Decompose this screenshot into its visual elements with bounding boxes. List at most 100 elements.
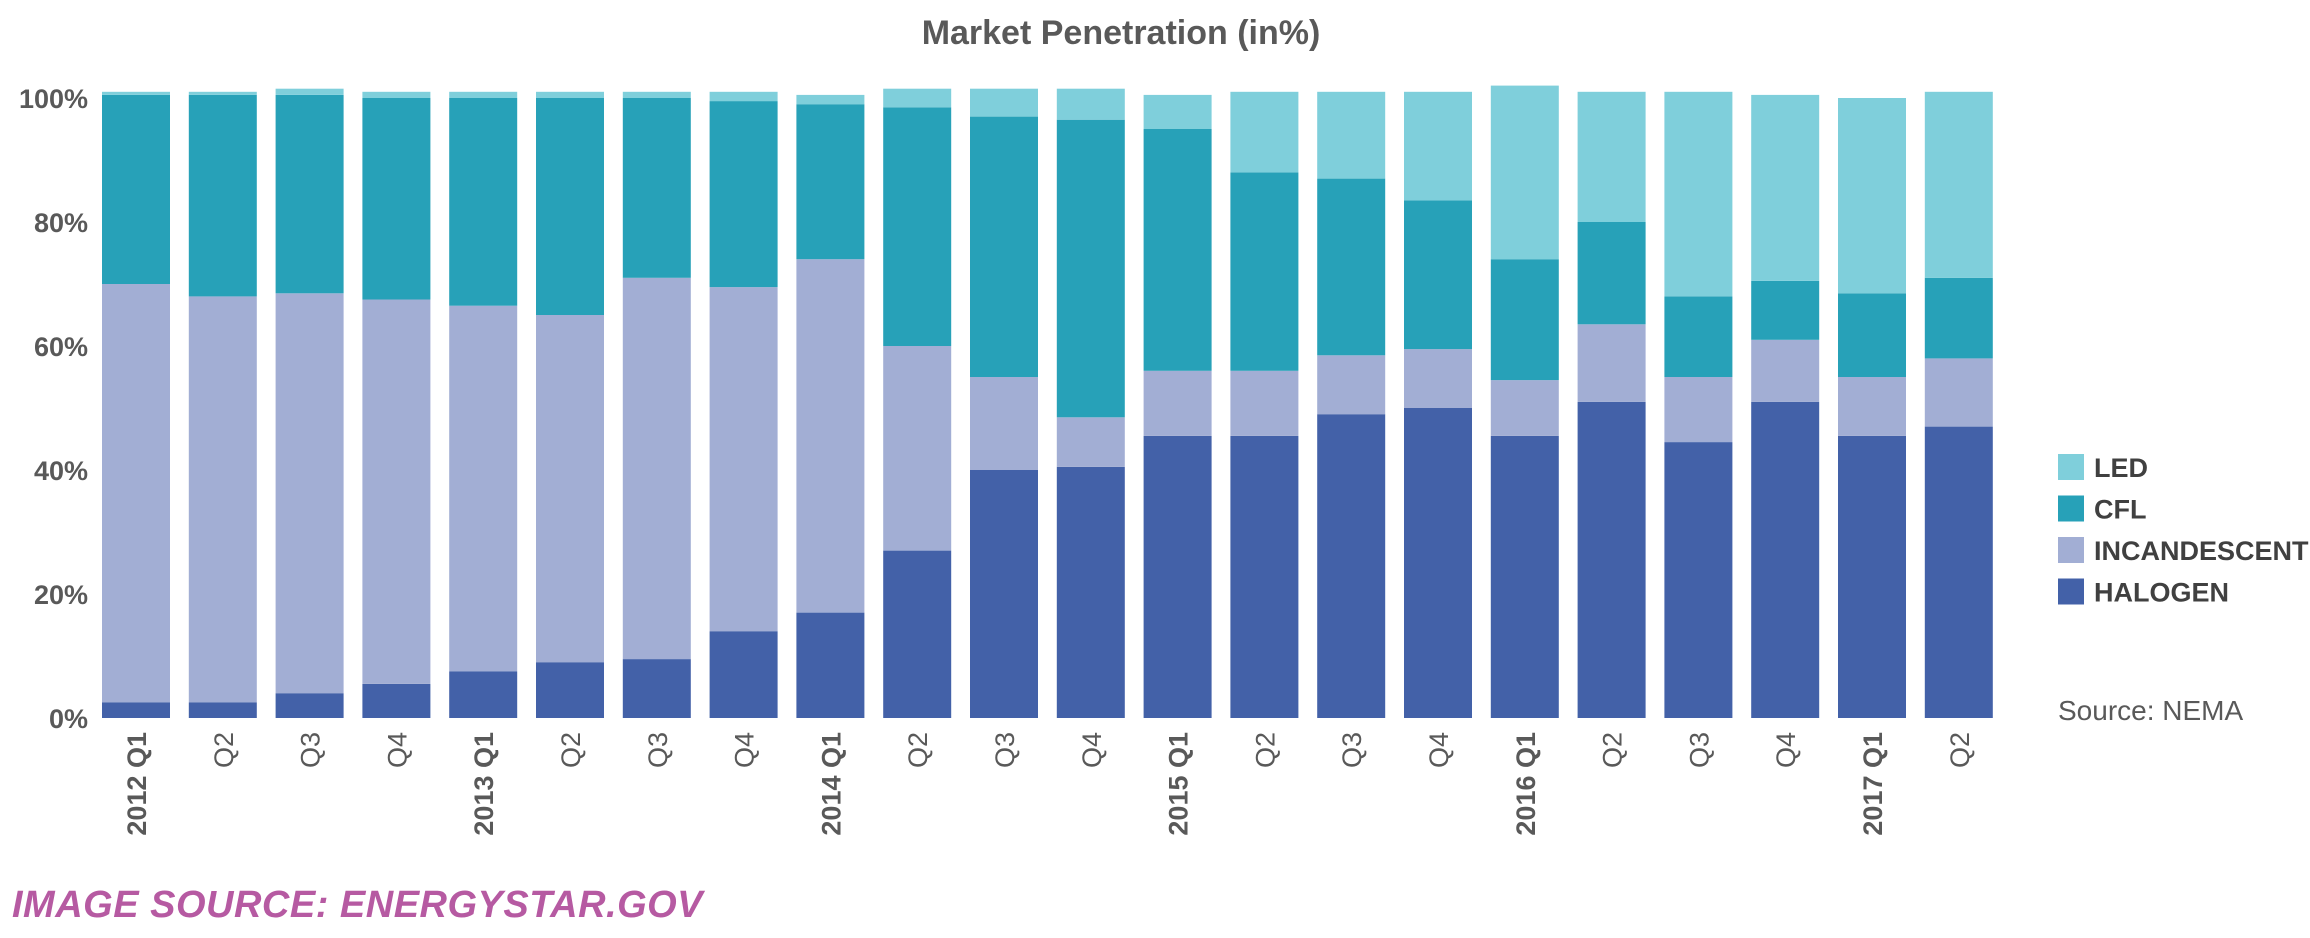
bar-segment-led: [536, 91, 604, 98]
bar-segment-led: [1490, 85, 1559, 260]
bar-segment-halogen: [796, 612, 865, 718]
x-tick-label: 2012 Q1: [122, 732, 152, 836]
bar-segment-cfl: [1317, 178, 1386, 356]
x-axis: 2012 Q1 Q2 Q3 Q4 2013 Q1 Q2 Q3 Q4 2014 Q1 Q2 Q3 Q4 2…: [122, 732, 1975, 836]
y-tick-label: 20%: [34, 580, 88, 610]
bar-segment-cfl: [1924, 277, 1993, 359]
x-tick-label: Q2: [556, 732, 586, 768]
x-tick-label: Q2: [1250, 732, 1280, 768]
y-tick-label: 100%: [19, 84, 88, 114]
bar-segment-halogen: [1230, 435, 1299, 718]
bar-segment-halogen: [188, 702, 257, 718]
legend-label-led: LED: [2094, 453, 2148, 483]
bar-segment-cfl: [1751, 280, 1820, 340]
x-tick-label: 2015 Q1: [1164, 732, 1194, 836]
x-tick-label: Q3: [990, 732, 1020, 768]
bar-segment-incandescent: [1490, 380, 1559, 436]
x-tick-label: 2013 Q1: [469, 732, 499, 836]
bar-segment-led: [709, 91, 778, 102]
bar-segment-led: [622, 91, 691, 98]
bar-segment-cfl: [1664, 296, 1733, 377]
x-tick-label: Q4: [730, 732, 760, 768]
bar-segment-halogen: [883, 550, 952, 718]
x-tick-label: Q4: [1077, 732, 1107, 768]
bar-segment-led: [1317, 91, 1386, 179]
bar-segment-led: [883, 88, 952, 108]
bar-segment-halogen: [275, 693, 344, 718]
bar-segment-led: [1924, 91, 1993, 278]
bar-segment-cfl: [536, 98, 604, 315]
legend-swatch-cfl: [2058, 495, 2084, 522]
bar-segment-cfl: [362, 98, 431, 300]
legend-label-cfl: CFL: [2094, 495, 2146, 525]
x-tick-label: Q4: [1424, 732, 1454, 768]
bar-segment-incandescent: [102, 284, 170, 703]
x-tick-label: Q2: [209, 732, 239, 768]
bar-segment-halogen: [1577, 401, 1646, 718]
bar-segment-halogen: [362, 683, 431, 718]
bar-segment-cfl: [1056, 119, 1125, 418]
bar-segment-led: [1838, 98, 1906, 294]
bar-segment-incandescent: [1577, 324, 1646, 402]
bar-segment-cfl: [1230, 172, 1299, 371]
x-tick-label: Q2: [1945, 732, 1975, 768]
legend-swatch-incandescent: [2058, 537, 2084, 563]
bar-segment-led: [1751, 94, 1820, 281]
y-tick-label: 40%: [34, 456, 88, 486]
x-tick-label: 2017 Q1: [1858, 732, 1888, 836]
bar-segment-incandescent: [188, 296, 257, 703]
bar-segment-incandescent: [709, 287, 778, 632]
bar-segment-halogen: [1317, 414, 1386, 718]
bar-segment-incandescent: [1230, 370, 1299, 436]
legend-label-halogen: HALOGEN: [2094, 578, 2229, 608]
bar-segment-incandescent: [622, 277, 691, 660]
legend-swatch-led: [2058, 454, 2084, 480]
y-tick-label: 60%: [34, 332, 88, 362]
image-source-credit: IMAGE SOURCE: ENERGYSTAR.GOV: [12, 884, 704, 926]
x-tick-label: Q4: [382, 732, 412, 768]
bar-segment-led: [796, 94, 865, 105]
bar-segment-incandescent: [1143, 370, 1212, 436]
x-tick-label: Q2: [903, 732, 933, 768]
bar-segment-cfl: [883, 107, 952, 346]
bar-segment-halogen: [709, 631, 778, 718]
bar-segment-led: [449, 91, 518, 98]
bar-segment-incandescent: [1664, 377, 1733, 443]
bar-segment-incandescent: [796, 259, 865, 613]
bar-segment-led: [1143, 94, 1212, 129]
bar-segment-led: [1230, 91, 1299, 173]
bar-segment-cfl: [970, 116, 1038, 377]
bar-segment-led: [1056, 88, 1125, 120]
bar-segment-halogen: [1838, 435, 1906, 718]
bar-segment-cfl: [1404, 200, 1472, 350]
bar-segment-incandescent: [362, 299, 431, 684]
bar-segment-cfl: [709, 101, 778, 288]
bar-segment-halogen: [1143, 435, 1212, 718]
bar-segment-halogen: [1490, 435, 1559, 718]
bar-segment-incandescent: [1404, 349, 1472, 408]
x-tick-label: Q4: [1771, 732, 1801, 768]
bar-segment-halogen: [1751, 401, 1820, 718]
bar-segment-halogen: [449, 671, 518, 718]
bar-segment-led: [1664, 91, 1733, 297]
bar-segment-led: [188, 91, 257, 95]
bar-segment-halogen: [970, 470, 1038, 718]
bar-segment-incandescent: [1751, 339, 1820, 402]
legend-label-incandescent: INCANDESCENT: [2094, 536, 2309, 566]
bar-segment-cfl: [1490, 259, 1559, 381]
bar-segment-cfl: [1143, 129, 1212, 371]
bar-segment-incandescent: [883, 346, 952, 551]
bar-segment-incandescent: [275, 293, 344, 694]
bar-segment-halogen: [1404, 408, 1472, 718]
bar-segment-halogen: [622, 659, 691, 718]
x-tick-label: Q3: [1337, 732, 1367, 768]
bar-segment-incandescent: [536, 315, 604, 663]
bar-segment-cfl: [1838, 293, 1906, 377]
bar-segment-cfl: [622, 98, 691, 278]
bar-segment-halogen: [1664, 442, 1733, 718]
bar-segment-cfl: [796, 104, 865, 260]
x-tick-label: Q3: [296, 732, 326, 768]
bar-segment-cfl: [275, 94, 344, 294]
bar-segment-incandescent: [970, 377, 1038, 470]
